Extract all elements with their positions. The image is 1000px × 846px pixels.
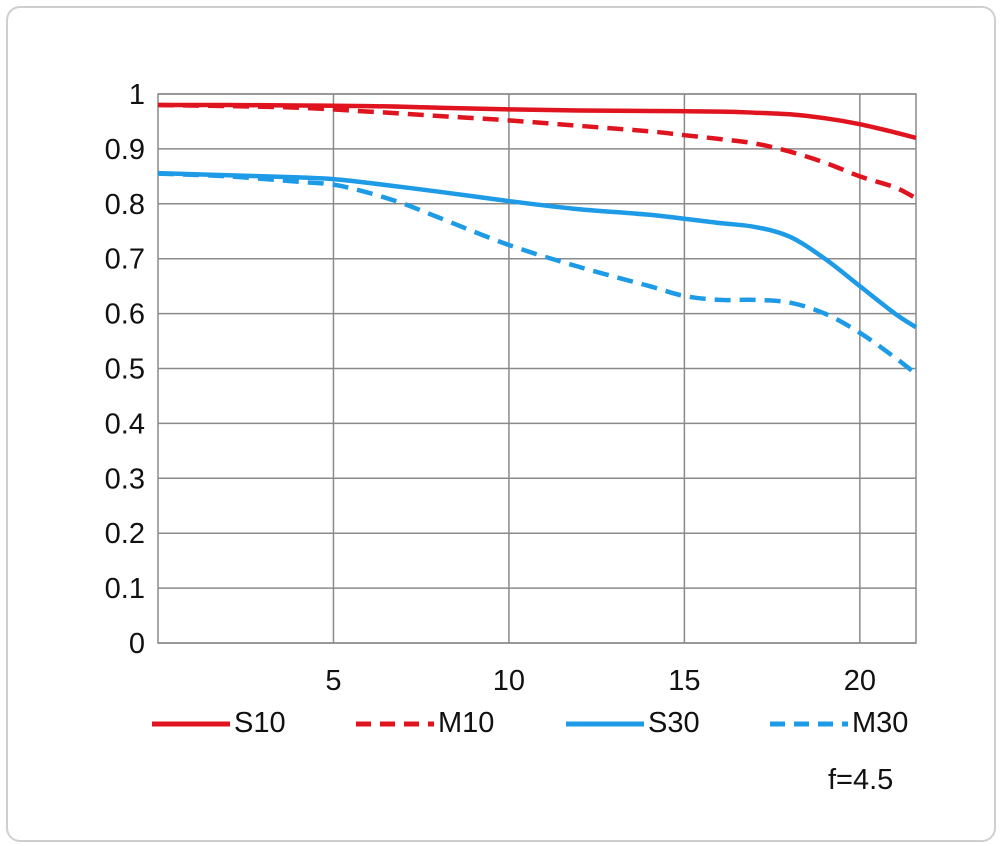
- y-tick-label: 0.6: [105, 299, 145, 331]
- series-line-s10: [157, 102, 917, 141]
- y-tick-label: 0.8: [105, 189, 145, 221]
- y-tick-label: 0.7: [105, 244, 145, 276]
- y-tick-label: 0.3: [105, 463, 145, 495]
- y-tick-label: 0.2: [105, 518, 145, 550]
- legend-item-s10: S10: [152, 703, 332, 743]
- legend-item-s30: S30: [566, 703, 746, 743]
- legend-label: S30: [648, 707, 700, 739]
- legend-label: S10: [234, 707, 286, 739]
- legend-item-m10: M10: [356, 703, 536, 743]
- series-line-s30: [157, 170, 918, 330]
- y-tick-label: 0.4: [105, 408, 145, 440]
- series-line-m10: [157, 102, 918, 201]
- x-tick-label: 20: [844, 665, 876, 697]
- y-tick-label: 0.5: [105, 354, 145, 386]
- axis-labels: 00.10.20.30.40.50.60.70.80.915 10 15 20: [105, 79, 876, 697]
- y-tick-label: 1: [129, 79, 145, 111]
- y-tick-label: 0.1: [105, 573, 145, 605]
- legend-item-m30: M30: [770, 703, 950, 743]
- legend-label: M30: [852, 707, 909, 739]
- y-tick-label: 0.9: [105, 134, 145, 166]
- legend-swatch: [152, 721, 230, 727]
- grid: [157, 93, 917, 644]
- y-tick-label: 0: [129, 628, 145, 660]
- legend-swatch: [356, 721, 434, 727]
- legend-swatch: [770, 721, 848, 727]
- series-line-m30: [157, 171, 918, 376]
- x-tick-label: 5: [325, 665, 341, 697]
- legend-label: M10: [438, 707, 495, 739]
- aperture-annotation: f=4.5: [828, 764, 894, 796]
- legend-swatch: [566, 721, 644, 727]
- x-tick-label: 10: [493, 665, 525, 697]
- series-lines: [157, 102, 918, 376]
- x-tick-label: 15: [668, 665, 700, 697]
